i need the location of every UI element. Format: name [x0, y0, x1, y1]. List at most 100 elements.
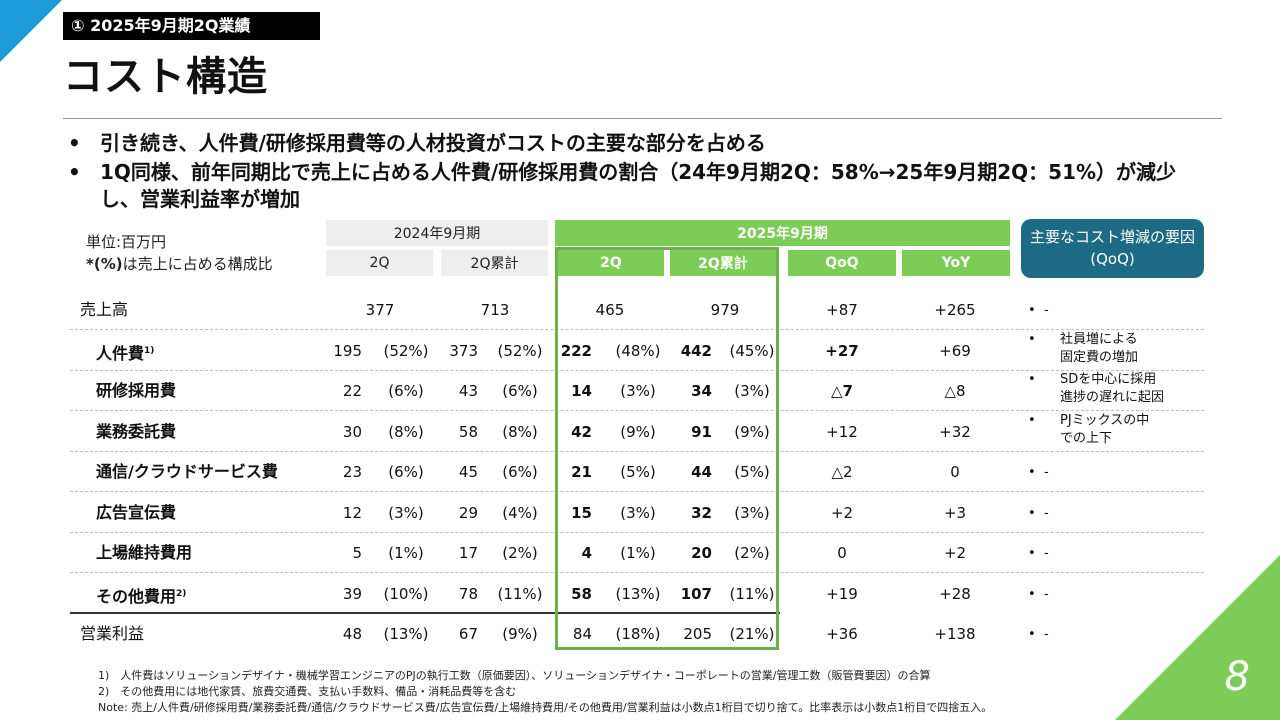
bullet-text: 1Q同様、前年同期比で売上に占める人件費/研修採用費の割合（24年9月期2Q：5…	[100, 160, 1177, 211]
cell-2024-cumulative: 58	[458, 422, 478, 441]
cell-2025-2q: 84	[572, 625, 592, 643]
fy2024-header: 2024年9月期	[326, 220, 548, 246]
cell-yoy: +32	[939, 422, 971, 441]
row-label: 人件費1)	[96, 331, 154, 371]
row-label-text: 研修採用費	[96, 381, 177, 400]
factor-text: -	[1044, 586, 1049, 602]
cell-2025-2q: 58	[571, 584, 592, 603]
factor-bullet: •	[1028, 505, 1036, 521]
factor-bullet: •	[1028, 465, 1036, 480]
cell-2024-cumulative-pct: (6%)	[502, 463, 538, 481]
cell-2025-cumulative-pct: (11%)	[729, 584, 775, 603]
factor-bullet: •	[1028, 586, 1036, 602]
table-row: 上場維持費用 5 (1%) 17 (2%) 4 (1%) 20 (2%) 0 +2 • -	[70, 533, 1204, 573]
row-label: その他費用2)	[96, 574, 186, 614]
factor-bullet: •	[1028, 546, 1036, 561]
cell-yoy: +28	[939, 584, 971, 603]
cell-2025-2q-pct: (5%)	[620, 463, 656, 481]
cell-yoy: +3	[943, 503, 967, 522]
cell-2025-2q-pct: (9%)	[620, 422, 656, 441]
factor-text: SDを中心に採用 進捗の遅れに起因	[1060, 372, 1165, 405]
footnote: Note: 売上/人件費/研修採用費/業務委託費/通信/クラウドサービス費/広告…	[98, 701, 993, 714]
cell-2025-cumulative-pct: (9%)	[734, 422, 770, 441]
cell-2025-2q-pct: (13%)	[615, 584, 661, 603]
cell-yoy: +138	[934, 625, 976, 643]
factor-text: PJミックスの中 での上下	[1060, 412, 1150, 446]
cell-2024-cumulative: 43	[458, 382, 478, 400]
factor-bullet: •	[1028, 412, 1036, 428]
cell-2024-cumulative-pct: (9%)	[502, 625, 538, 643]
row-label-text: 売上高	[80, 300, 129, 319]
factor-text: -	[1044, 505, 1049, 521]
cell-qoq: +19	[826, 584, 858, 603]
row-label-text: 通信/クラウドサービス費	[96, 462, 278, 481]
cell-2024-cumulative-pct: (52%)	[497, 341, 543, 360]
cell-2025-2q-pct: (1%)	[620, 544, 656, 562]
cell-2025-cumulative-pct: (2%)	[734, 544, 770, 562]
unit-note-mark: *(%)	[86, 255, 123, 273]
cell-qoq: 0	[837, 544, 847, 562]
cell-2024-2q-pct: (8%)	[388, 422, 424, 441]
row-divider	[70, 450, 1204, 452]
factor-bullet: •	[1028, 331, 1036, 347]
cell-2025-2q-pct: (3%)	[620, 503, 656, 522]
cell-2025-2q: 465	[595, 301, 625, 319]
fy2025-header: 2025年9月期	[555, 220, 1010, 246]
unit-note-text: は売上に占める構成比	[122, 255, 273, 273]
footnote-ref: 1)	[144, 345, 155, 356]
table-row: 広告宣伝費 12 (3%) 29 (4%) 15 (3%) 32 (3%) +2 +3 • -	[70, 493, 1204, 533]
cell-2025-2q: 42	[571, 422, 592, 441]
cell-2025-cumulative: 44	[691, 463, 712, 481]
row-divider	[70, 491, 1204, 492]
factor-bullet: •	[1028, 372, 1036, 387]
cell-2025-cumulative: 20	[691, 544, 712, 562]
factor-text: 社員増による 固定費の増加	[1060, 331, 1139, 365]
cell-2024-2q: 5	[352, 544, 362, 562]
cell-qoq: △2	[831, 463, 853, 481]
cell-qoq: +2	[830, 503, 854, 522]
cost-factor-header: 主要なコスト増減の要因(QoQ)	[1021, 219, 1204, 278]
unit-label: 単位:百万円	[86, 233, 167, 251]
bullet-text: 引き続き、人件費/研修採用費等の人材投資がコストの主要な部分を占める	[100, 131, 766, 155]
cell-2024-2q-pct: (6%)	[388, 382, 424, 400]
cell-2025-2q: 14	[571, 382, 592, 400]
cell-2025-2q: 21	[571, 463, 592, 481]
cell-2024-cumulative: 713	[480, 301, 510, 319]
cell-2024-2q-pct: (3%)	[388, 503, 424, 522]
footnotes: 1) 人件費はソリューションデザイナ・機械学習エンジニアのPJの執行工数（原価要…	[98, 668, 992, 716]
cell-yoy: +69	[939, 341, 971, 360]
row-label-text: その他費用	[96, 586, 177, 606]
section-tag: ① 2025年9月期2Q業績	[63, 12, 320, 40]
cell-qoq: +27	[825, 341, 859, 360]
col-header-2024-cumulative: 2Q累計	[441, 250, 548, 276]
col-header-2025-cumulative: 2Q累計	[670, 250, 776, 276]
row-divider	[70, 410, 1204, 411]
cell-2025-cumulative: 442	[680, 341, 712, 360]
col-header-yoy: YoY	[902, 250, 1010, 276]
cell-2024-2q: 377	[365, 301, 395, 319]
table-row: 売上高 377 713 465 979 +87 +265 • -	[70, 290, 1204, 330]
cell-2025-cumulative-pct: (21%)	[729, 625, 775, 643]
row-label-text: 業務委託費	[96, 421, 177, 441]
cell-2024-2q: 30	[342, 422, 362, 441]
cell-2024-cumulative: 29	[458, 503, 478, 522]
cell-2025-cumulative: 34	[691, 382, 712, 400]
col-header-2024-2q: 2Q	[326, 250, 433, 276]
col-header-2025-2q: 2Q	[558, 250, 664, 276]
row-label: 研修採用費	[96, 371, 176, 411]
row-label-text: 営業利益	[80, 624, 145, 643]
row-label: 広告宣伝費	[96, 493, 176, 533]
footnote: 1) 人件費はソリューションデザイナ・機械学習エンジニアのPJの執行工数（原価要…	[98, 669, 931, 682]
cell-2025-2q: 222	[560, 341, 592, 360]
cell-2024-2q-pct: (10%)	[383, 584, 429, 603]
row-label: 上場維持費用	[96, 533, 192, 573]
row-divider	[70, 611, 780, 614]
footnote: 2) その他費用には地代家賃、旅費交通費、支払い手数料、備品・消耗品費等を含む	[98, 685, 517, 698]
unit-note: *(%)は売上に占める構成比	[86, 254, 273, 274]
factor-bullet: •	[1028, 627, 1036, 642]
cell-2024-cumulative: 373	[449, 341, 478, 360]
row-label-text: 上場維持費用	[96, 543, 193, 562]
cell-2024-cumulative: 67	[458, 625, 478, 643]
cell-2024-2q-pct: (52%)	[383, 341, 429, 360]
row-label-text: 広告宣伝費	[96, 502, 177, 522]
